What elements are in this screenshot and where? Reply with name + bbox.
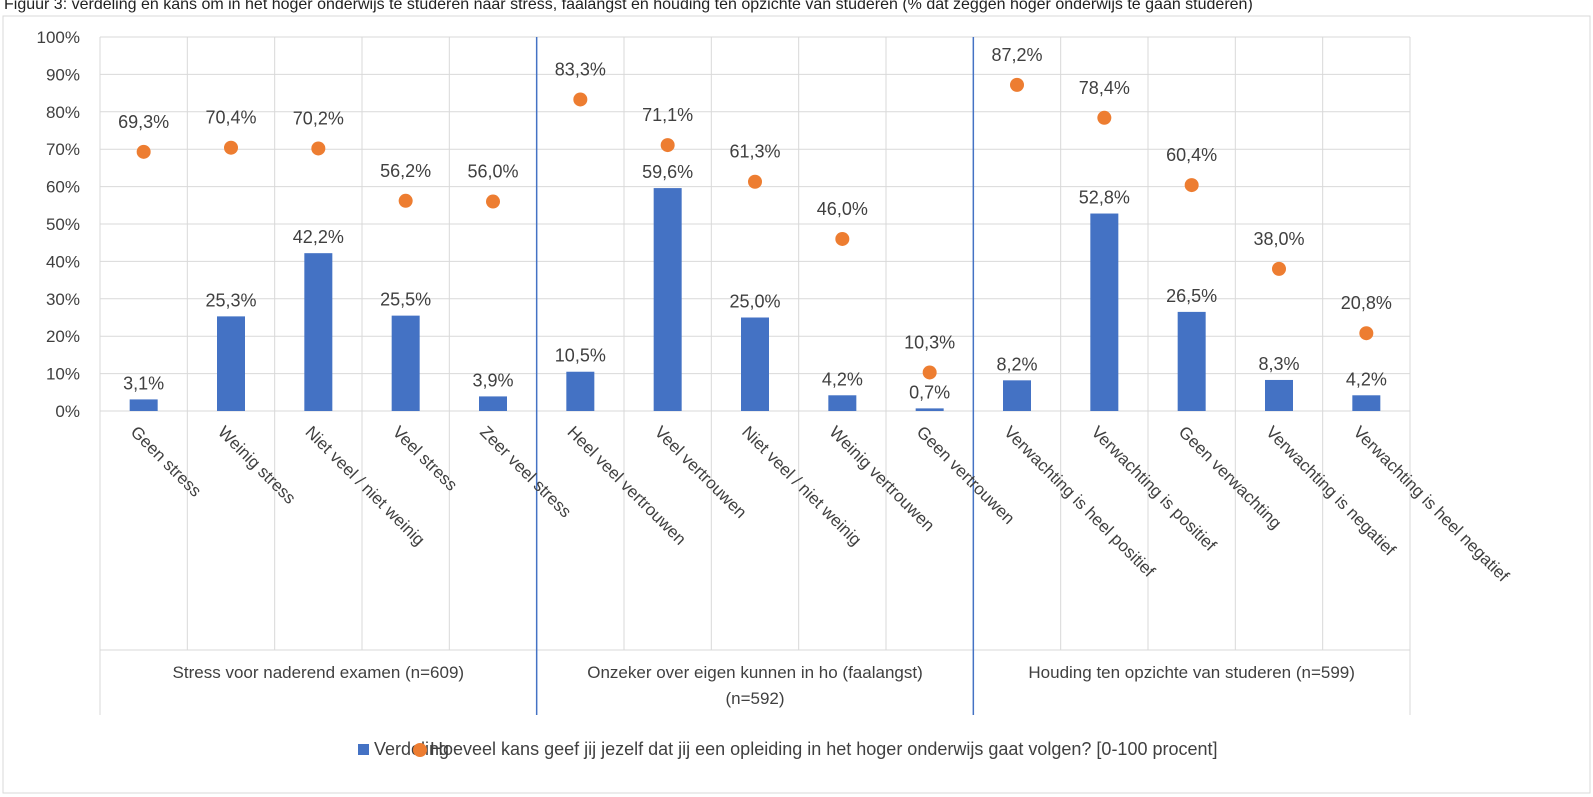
marker-point xyxy=(1097,110,1112,125)
group-label: Stress voor naderend examen (n=609) xyxy=(173,663,465,682)
y-tick-label: 60% xyxy=(46,178,80,197)
marker-point xyxy=(224,140,238,155)
bar-data-label: 59,6% xyxy=(642,162,693,182)
y-tick-label: 50% xyxy=(46,215,80,234)
marker-data-label: 69,3% xyxy=(118,112,169,132)
bar-data-label: 10,5% xyxy=(555,346,606,366)
bar-data-label: 26,5% xyxy=(1166,286,1217,306)
y-tick-label: 70% xyxy=(46,140,80,159)
chart-frame xyxy=(2,15,1591,794)
bar-data-label: 52,8% xyxy=(1079,188,1130,208)
y-tick-label: 0% xyxy=(55,402,80,421)
bar-data-label: 8,2% xyxy=(996,354,1037,374)
marker-point xyxy=(748,174,762,189)
marker-data-label: 60,4% xyxy=(1166,145,1217,165)
marker-data-label: 56,0% xyxy=(467,162,518,182)
bar xyxy=(1177,311,1206,411)
bar xyxy=(479,396,507,411)
bar-data-label: 3,1% xyxy=(123,373,164,393)
y-tick-label: 80% xyxy=(46,103,80,122)
marker-data-label: 70,4% xyxy=(205,108,256,128)
group-label: Houding ten opzichte van studeren (n=599… xyxy=(1028,663,1355,682)
marker-data-label: 70,2% xyxy=(293,108,344,128)
figure-caption: Figuur 3: verdeling en kans om in het ho… xyxy=(4,0,1253,13)
marker-data-label: 56,2% xyxy=(380,161,431,181)
bar xyxy=(828,395,857,411)
marker-data-label: 38,0% xyxy=(1253,229,1304,249)
category-label: Veel stress xyxy=(389,422,461,494)
category-label: Zeer veel stress xyxy=(476,422,575,521)
marker-point xyxy=(922,365,937,380)
bar xyxy=(391,315,420,411)
marker-point xyxy=(1184,178,1199,193)
bar xyxy=(915,408,944,411)
bar xyxy=(566,371,595,411)
marker-point xyxy=(1010,77,1024,92)
marker-data-label: 87,2% xyxy=(991,45,1042,65)
marker-point xyxy=(660,138,675,153)
y-tick-label: 40% xyxy=(46,252,80,271)
marker-point xyxy=(311,141,326,156)
marker-data-label: 61,3% xyxy=(729,142,780,162)
bar-data-label: 3,9% xyxy=(472,370,513,390)
bar xyxy=(1265,379,1293,411)
marker-data-label: 83,3% xyxy=(555,59,606,79)
marker-data-label: 71,1% xyxy=(642,105,693,125)
bar-data-label: 8,3% xyxy=(1258,354,1299,374)
bar-data-label: 25,3% xyxy=(205,290,256,310)
marker-point xyxy=(486,194,500,209)
marker-data-label: 10,3% xyxy=(904,332,955,352)
category-label: Geen stress xyxy=(127,422,205,500)
bar-data-label: 25,5% xyxy=(380,290,431,310)
y-tick-label: 20% xyxy=(46,327,80,346)
category-label: Weinig stress xyxy=(214,422,299,507)
bar-data-label: 4,2% xyxy=(1346,369,1387,389)
category-label: Verwachting is heel positief xyxy=(1000,422,1159,581)
bar xyxy=(1352,395,1381,411)
y-tick-label: 100% xyxy=(37,28,80,47)
bar xyxy=(304,253,333,411)
group-label: Onzeker over eigen kunnen in ho (faalang… xyxy=(587,663,922,682)
marker-point xyxy=(136,144,151,159)
category-label: Veel vertrouwen xyxy=(651,422,751,522)
legend-swatch-marker xyxy=(413,743,427,757)
marker-point xyxy=(573,92,588,107)
bar xyxy=(129,399,158,411)
bar xyxy=(1003,380,1031,411)
marker-data-label: 46,0% xyxy=(817,199,868,219)
marker-point xyxy=(398,193,413,208)
y-tick-label: 90% xyxy=(46,65,80,84)
y-tick-label: 30% xyxy=(46,290,80,309)
marker-data-label: 20,8% xyxy=(1341,293,1392,313)
legend-swatch-bar xyxy=(358,744,369,755)
bar xyxy=(1090,213,1119,411)
marker-point xyxy=(1359,326,1374,341)
bar xyxy=(741,317,769,411)
legend-label: Hoeveel kans geef jij jezelf dat jij een… xyxy=(430,739,1218,759)
legend-label: Verdeling xyxy=(374,739,449,759)
bar-data-label: 0,7% xyxy=(909,382,950,402)
marker-point xyxy=(835,231,850,246)
marker-data-label: 78,4% xyxy=(1079,78,1130,98)
marker-point xyxy=(1272,261,1286,276)
bar xyxy=(653,188,682,411)
bar-data-label: 4,2% xyxy=(822,369,863,389)
bar-data-label: 42,2% xyxy=(293,227,344,247)
y-tick-label: 10% xyxy=(46,365,80,384)
category-label: Verwachting is heel negatief xyxy=(1350,422,1513,585)
group-label: (n=592) xyxy=(725,689,784,708)
bar-data-label: 25,0% xyxy=(729,292,780,312)
bar xyxy=(217,316,245,411)
